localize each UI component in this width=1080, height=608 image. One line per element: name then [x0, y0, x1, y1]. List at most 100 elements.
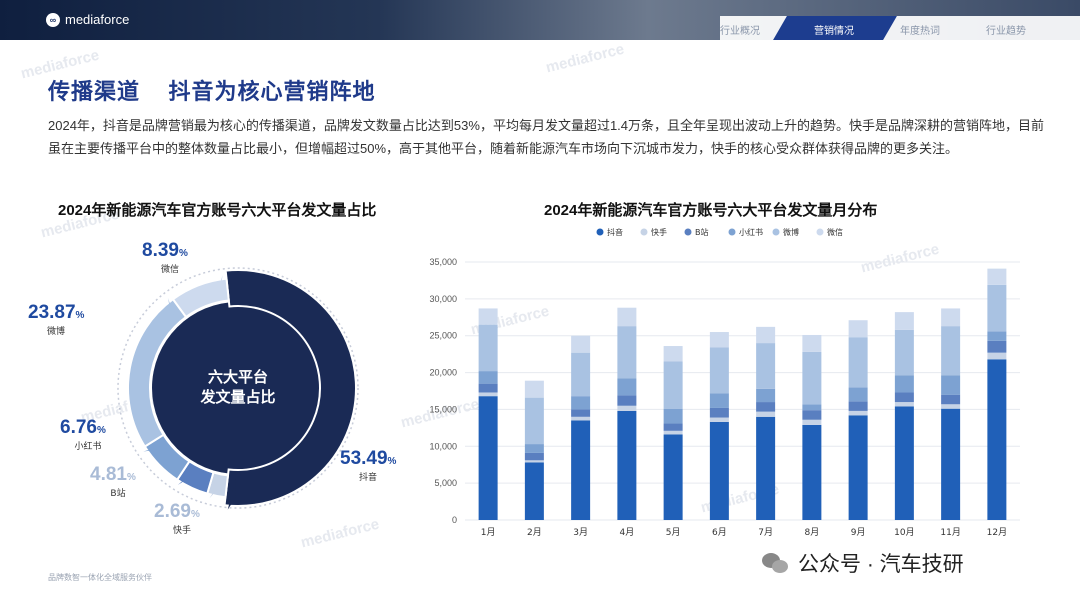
donut-slice-arrow	[227, 477, 236, 510]
bar-segment-抖音	[987, 359, 1007, 520]
legend-label: 抖音	[607, 227, 623, 237]
donut-value-unit: %	[76, 310, 85, 321]
bar-segment-B站	[617, 395, 637, 406]
bar-segment-快手	[848, 410, 868, 416]
top-banner: ∞ mediaforce 行业概况 营销情况 年度热词 行业趋势	[0, 0, 1080, 40]
bar-segment-B站	[478, 383, 498, 393]
donut-value-label: 53.49%	[340, 448, 397, 469]
donut-slice-name: 快手	[173, 524, 191, 536]
page-title: 传播渠道 抖音为核心营销阵地	[48, 79, 376, 104]
y-tick-label: 15,000	[429, 404, 457, 414]
donut-chart-title: 2024年新能源汽车官方账号六大平台发文量占比	[58, 202, 377, 219]
bar-segment-微博	[802, 351, 822, 405]
bar-segment-B站	[987, 340, 1007, 353]
bar-segment-微博	[848, 337, 868, 388]
bar-segment-小红书	[617, 378, 637, 396]
platform-share-donut-chart: 53.49% 抖音 2.69% 快手 4.81% B站 6.76% 小红书 23.87% 微博 8.…	[28, 240, 397, 536]
bar-segment-B站	[663, 423, 683, 431]
nav-item-hotwords[interactable]: 年度热词	[900, 26, 940, 37]
bar-segment-快手	[663, 430, 683, 435]
bar-segment-微博	[663, 361, 683, 409]
bar-segment-快手	[894, 402, 914, 407]
bar-segment-抖音	[848, 415, 868, 520]
legend-label: B站	[695, 227, 709, 237]
y-tick-label: 20,000	[429, 368, 457, 378]
bar-segment-B站	[802, 410, 822, 420]
bar-segment-抖音	[756, 416, 776, 520]
bar-segment-抖音	[571, 420, 591, 520]
y-tick-label: 10,000	[429, 441, 457, 451]
bar-segment-微博	[524, 397, 544, 445]
bar-segment-快手	[524, 460, 544, 463]
bar-segment-B站	[709, 407, 729, 418]
bar-segment-B站	[571, 409, 591, 417]
x-tick-label: 2月	[527, 527, 542, 538]
x-tick-label: 11月	[940, 527, 960, 538]
donut-value-label: 4.81%	[90, 464, 136, 485]
bar-segment-快手	[756, 411, 776, 417]
bar-segment-微信	[709, 332, 729, 348]
bar-segment-B站	[894, 392, 914, 403]
donut-value-unit: %	[388, 456, 397, 467]
donut-slice-arrow	[143, 446, 162, 452]
donut-outer-ring	[117, 267, 359, 509]
y-tick-label: 5,000	[434, 478, 457, 488]
watermark: mediaforce	[544, 40, 626, 77]
bar-segment-小红书	[941, 375, 961, 395]
bar-segment-微博	[571, 352, 591, 397]
bar-segment-小红书	[524, 444, 544, 453]
legend-swatch	[816, 228, 824, 236]
nav-item-overview[interactable]: 行业概况	[720, 26, 760, 37]
bar-segment-小红书	[478, 371, 498, 384]
donut-value-unit: %	[179, 248, 188, 259]
nav-item-trends[interactable]: 行业趋势	[986, 26, 1026, 37]
legend-label: 微博	[783, 227, 799, 237]
bar-segment-小红书	[709, 393, 729, 408]
bar-segment-快手	[941, 404, 961, 409]
bar-segment-小红书	[848, 387, 868, 402]
bar-segment-微博	[987, 284, 1007, 332]
y-tick-label: 0	[452, 515, 457, 525]
legend-swatch	[640, 228, 648, 236]
bar-segment-抖音	[802, 424, 822, 520]
donut-value-label: 8.39%	[142, 240, 188, 261]
brand-logo: ∞ mediaforce	[46, 12, 129, 27]
bar-segment-快手	[709, 417, 729, 422]
bar-segment-微信	[941, 308, 961, 327]
bar-segment-微信	[987, 268, 1007, 285]
legend-label: 微信	[827, 227, 843, 237]
bar-segment-抖音	[663, 434, 683, 520]
donut-value-unit: %	[97, 425, 106, 436]
y-tick-label: 25,000	[429, 331, 457, 341]
intro-paragraph: 2024年，抖音是品牌营销最为核心的传播渠道，品牌发文数量占比达到53%，平均每…	[48, 118, 1045, 156]
bar-segment-小红书	[987, 331, 1007, 341]
wechat-icon	[762, 551, 790, 575]
bar-segment-快手	[617, 405, 637, 411]
legend-label: 快手	[651, 227, 667, 237]
bar-segment-抖音	[894, 406, 914, 520]
legend-swatch	[684, 228, 692, 236]
x-tick-label: 10月	[894, 527, 914, 538]
bar-segment-B站	[756, 402, 776, 412]
legend-swatch	[728, 228, 736, 236]
bar-segment-小红书	[894, 375, 914, 393]
bar-segment-抖音	[617, 410, 637, 520]
legend-label: 小红书	[739, 227, 763, 237]
bar-segment-微博	[617, 326, 637, 379]
bar-segment-抖音	[524, 462, 544, 520]
x-tick-label: 4月	[620, 527, 635, 538]
x-tick-label: 12月	[987, 527, 1007, 538]
donut-slice-微信	[171, 277, 230, 319]
donut-value-label: 2.69%	[154, 501, 200, 522]
donut-center-disc	[152, 302, 324, 474]
nav-item-marketing[interactable]: 营销情况	[814, 26, 854, 37]
bar-segment-微信	[478, 308, 498, 325]
donut-slice-arrow	[167, 298, 175, 316]
legend-swatch	[772, 228, 780, 236]
bar-segment-抖音	[478, 396, 498, 520]
donut-slice-name: 微信	[161, 263, 179, 275]
bar-segment-微博	[941, 326, 961, 376]
bar-segment-小红书	[802, 404, 822, 411]
bar-segment-微信	[802, 334, 822, 352]
bar-segment-快手	[987, 352, 1007, 360]
